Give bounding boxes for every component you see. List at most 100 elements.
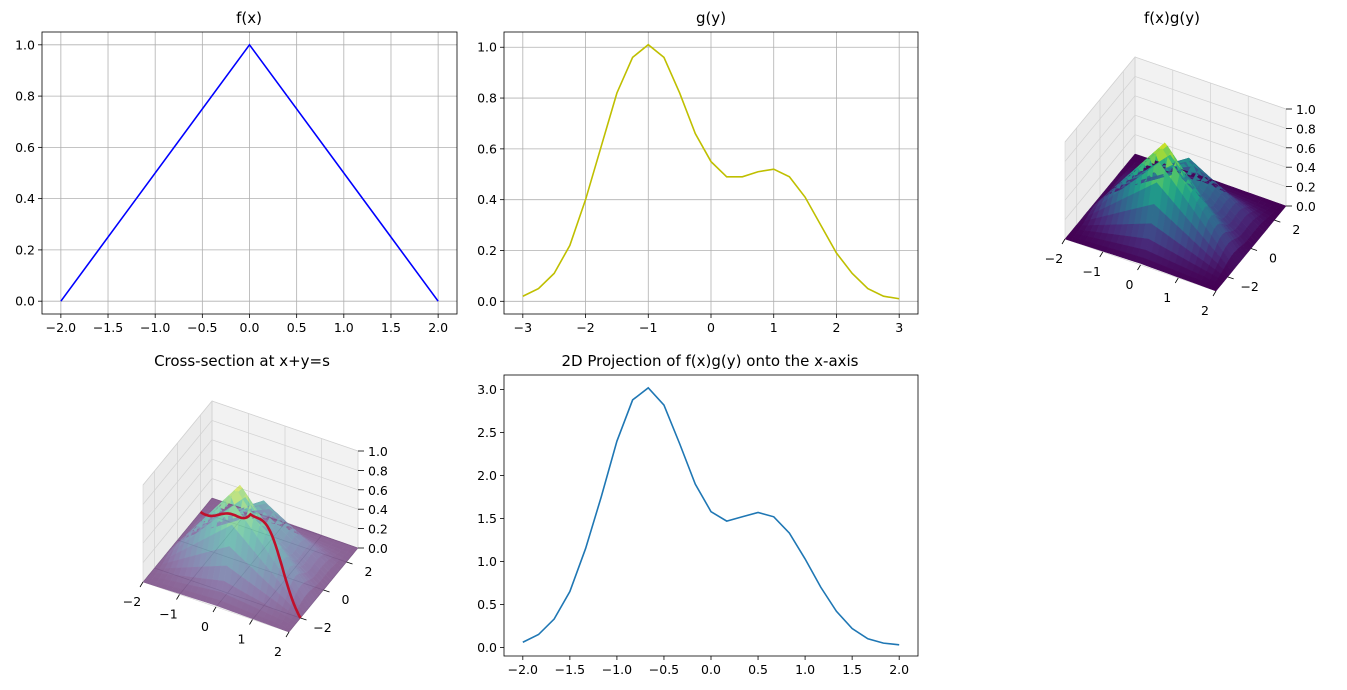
data-point [679,92,680,93]
y-tick-label: 0.6 [477,141,497,156]
y-tick-label: 0.4 [477,192,497,207]
y-tick-label: 0.2 [15,242,35,257]
data-point [616,441,617,442]
x-tick-label: −3 [514,320,532,335]
z-tick-label: 1.0 [368,444,388,459]
data-point [836,252,837,253]
x-tick-mark [1061,238,1066,245]
y-tick-label: 0.0 [477,640,497,655]
x-tick-label: 0.0 [701,662,721,677]
data-point [616,92,617,93]
x-tick-label: −0.5 [649,662,679,677]
y-tick-mark [1274,219,1281,223]
x-tick-label: −0.5 [187,320,217,335]
data-point [742,176,743,177]
grid-line-z [211,478,359,529]
cross-section-curve [199,510,302,619]
grid-line-z [142,439,213,525]
x-tick-label: 0 [707,320,715,335]
data-point [632,57,633,58]
z-tick-label: 0.8 [368,463,388,478]
x-tick-label: −2 [1045,251,1063,266]
z-tick-label: 0.2 [368,522,388,537]
data-point [538,634,539,635]
data-point [695,484,696,485]
data-point [820,224,821,225]
title-f-of-x: f(x) [236,9,262,27]
grid-line-z [1064,95,1136,182]
y-tick-label: 1.5 [477,511,497,526]
surface [1064,142,1287,292]
data-point [585,548,586,549]
x-tick-label: 3 [895,320,903,335]
y-tick-label: 3.0 [477,382,497,397]
x-tick-label: −1.0 [602,662,632,677]
x-tick-label: 1 [1163,290,1171,305]
grid-line-z [1134,56,1287,110]
data-point [883,296,884,297]
data-point [757,512,758,513]
grid-line-z [211,458,359,510]
y-tick-label: 0.2 [477,243,497,258]
x-tick-label: 2 [274,644,282,659]
data-point [789,176,790,177]
data-point [601,146,602,147]
x-tick-label: 2 [1201,303,1209,318]
data-point [585,199,586,200]
z-tick-label: 0.4 [368,502,388,517]
grid-line-z [142,478,213,563]
x-tick-label: 0.5 [748,662,768,677]
x-tick-label: 0.0 [240,320,260,335]
data-point [710,511,711,512]
data-point [601,496,602,497]
y-tick-label: −2 [313,620,331,635]
data-point [554,618,555,619]
x-tick-label: 0.5 [287,320,307,335]
grid-line-z [142,420,213,505]
axes-frame [503,31,919,315]
x-tick-label: 1.0 [795,662,815,677]
x-tick-mark [176,594,180,600]
z-tick-label: 0.0 [368,541,388,556]
y-tick-label: 2.5 [477,425,497,440]
series-line [522,43,900,300]
data-point [648,387,649,388]
title-projection: 2D Projection of f(x)g(y) onto the x-axi… [562,352,859,370]
x-tick-label: 1.0 [334,320,354,335]
surface-patch [1209,285,1220,292]
y-tick-mark [346,561,353,565]
grid-line-z [1064,114,1136,201]
data-point [60,301,61,302]
grid-line-z [211,400,359,452]
y-tick-label: 0.6 [15,140,35,155]
x-tick-label: −2.0 [508,662,538,677]
data-point [663,404,664,405]
x-tick-label: 1.5 [381,320,401,335]
data-point [804,558,805,559]
data-point [852,273,853,274]
x-tick-label: 1 [770,320,778,335]
x-tick-mark [139,581,144,588]
series-line [522,386,900,646]
title-surface-fxgy: f(x)g(y) [1144,9,1200,27]
data-point [726,176,727,177]
y-tick-label: 1.0 [477,40,497,55]
z-tick-label: 0.6 [368,483,388,498]
data-point [710,161,711,162]
data-point [538,288,539,289]
y-tick-label: 2 [365,564,373,579]
y-tick-label: 2 [1292,222,1300,237]
ticks: −3 −2 −1 0 1 2 3 0.0 0.2 0.4 0.6 0.8 1.0 [477,40,903,335]
x-tick-mark [1099,251,1104,258]
grid-line-z [211,439,359,491]
z-tick-label: 0.6 [1296,141,1316,156]
data-point [632,399,633,400]
data-point [663,57,664,58]
y-tick-label: 1.0 [15,37,35,52]
grid-line-z [142,400,213,486]
grid-line-z [1134,114,1287,168]
y-tick-label: 0.0 [477,294,497,309]
data-point [438,301,439,302]
